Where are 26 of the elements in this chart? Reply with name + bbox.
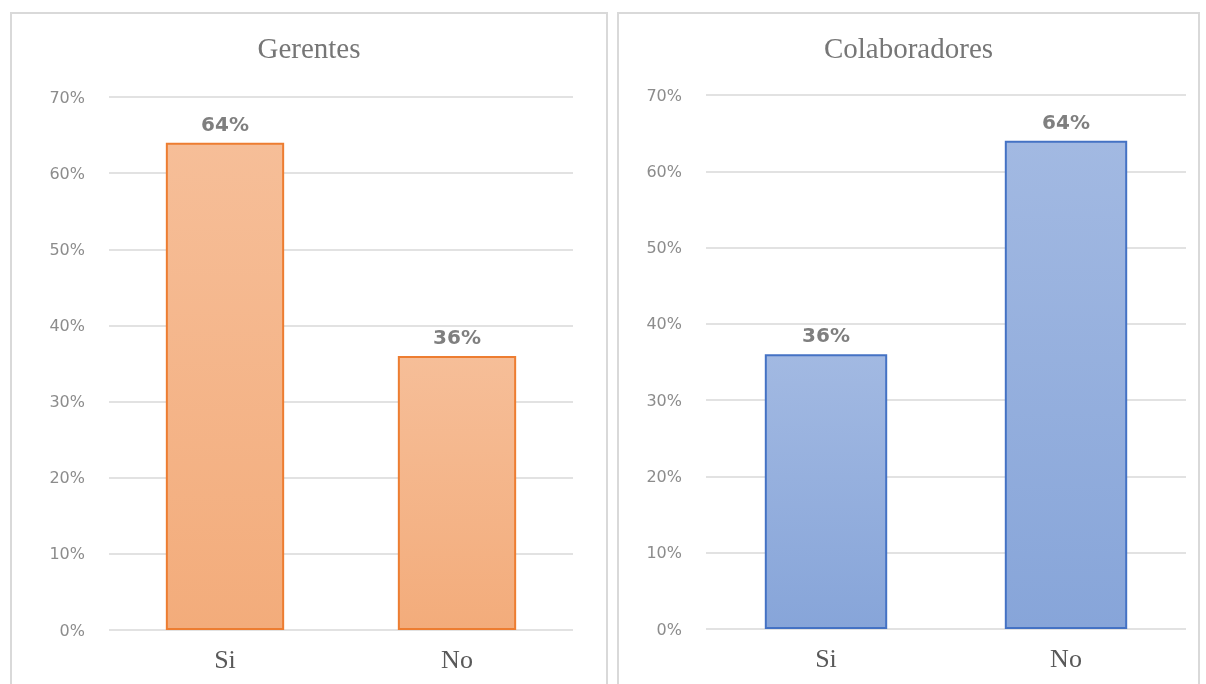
y-tick-label: 40% — [49, 315, 85, 335]
data-label: 36% — [433, 324, 481, 349]
y-tick-label: 0% — [59, 620, 85, 640]
y-tick-label: 20% — [646, 466, 682, 486]
y-tick-label: 30% — [646, 390, 682, 410]
data-label: 64% — [201, 111, 249, 136]
x-tick-label: Si — [815, 643, 837, 673]
y-tick-label: 50% — [646, 238, 682, 258]
data-label: 64% — [1042, 109, 1090, 134]
y-tick-label: 60% — [646, 161, 682, 181]
y-tick-label: 10% — [646, 543, 682, 563]
chart-title: Colaboradores — [823, 31, 994, 64]
y-tick-label: 30% — [49, 392, 85, 412]
chart-title: Gerentes — [257, 31, 361, 64]
y-tick-label: 60% — [49, 163, 85, 183]
y-tick-label: 70% — [646, 85, 682, 105]
y-tick-label: 40% — [646, 314, 682, 334]
y-tick-label: 10% — [49, 544, 85, 564]
x-tick-label: No — [441, 644, 473, 674]
y-tick-label: 70% — [49, 87, 85, 107]
x-tick-label: No — [1050, 643, 1082, 673]
y-tick-label: 20% — [49, 468, 85, 488]
y-tick-label: 0% — [656, 619, 682, 639]
data-label: 36% — [802, 323, 850, 348]
x-tick-label: Si — [214, 644, 236, 674]
y-tick-label: 50% — [49, 239, 85, 259]
